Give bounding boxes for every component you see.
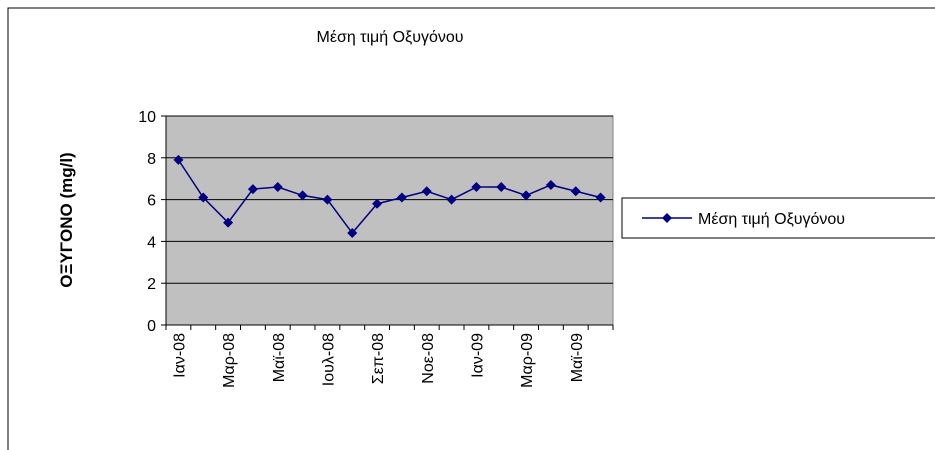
y-tick-label: 8 bbox=[147, 151, 156, 168]
marker bbox=[322, 194, 333, 205]
marker bbox=[421, 186, 432, 197]
chart-title: Μέση τιμή Οξυγόνου bbox=[316, 29, 463, 46]
marker bbox=[396, 192, 407, 203]
y-tick-label: 6 bbox=[147, 193, 156, 210]
y-tick-label: 0 bbox=[147, 318, 156, 335]
marker bbox=[471, 182, 482, 193]
marker bbox=[297, 190, 308, 201]
x-tick-label: Σεπ-08 bbox=[370, 333, 387, 384]
marker bbox=[372, 198, 383, 209]
y-axis-title: ΟΞΥΓΟΝΟ (mg/l) bbox=[57, 152, 76, 287]
marker bbox=[446, 194, 457, 205]
y-tick-label: 10 bbox=[138, 109, 156, 126]
x-tick-label: Μαϊ-08 bbox=[271, 333, 288, 382]
marker bbox=[247, 184, 258, 195]
marker bbox=[521, 190, 532, 201]
legend-marker bbox=[662, 213, 672, 223]
marker bbox=[570, 186, 581, 197]
marker bbox=[595, 192, 606, 203]
marker bbox=[272, 182, 283, 193]
series-line bbox=[177, 159, 601, 235]
x-tick-label: Ιαν-08 bbox=[171, 333, 188, 378]
marker bbox=[545, 179, 556, 190]
x-tick-label: Ιαν-09 bbox=[469, 333, 486, 378]
plot-area bbox=[165, 115, 614, 326]
x-tick-label: Ιουλ-08 bbox=[320, 333, 337, 386]
x-tick-label: Μαϊ-09 bbox=[569, 333, 586, 382]
marker bbox=[496, 182, 507, 193]
x-tick-label: Νοε-08 bbox=[420, 333, 437, 384]
marker bbox=[223, 217, 234, 228]
y-tick-label: 2 bbox=[147, 276, 156, 293]
y-tick-label: 4 bbox=[147, 234, 156, 251]
marker bbox=[198, 192, 209, 203]
marker bbox=[173, 154, 184, 165]
x-tick-label: Μαρ-08 bbox=[221, 333, 238, 388]
legend-label: Μέση τιμή Οξυγόνου bbox=[698, 211, 845, 228]
marker bbox=[347, 228, 358, 239]
x-tick-label: Μαρ-09 bbox=[519, 333, 536, 388]
